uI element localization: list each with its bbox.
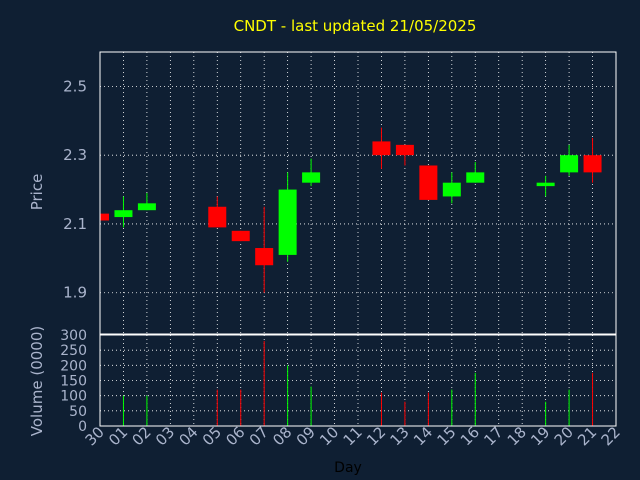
price-tick-label: 1.9 (63, 284, 87, 302)
candle-body (231, 230, 250, 242)
volume-tick-label: 250 (60, 343, 87, 359)
price-tick-label: 2.3 (63, 146, 87, 164)
candle-body (208, 206, 227, 228)
candle-body (302, 172, 321, 183)
candle-body (100, 213, 109, 221)
candle-body (372, 141, 391, 156)
volume-tick-label: 150 (60, 374, 87, 390)
candle-body (442, 182, 461, 197)
candle-body (137, 203, 156, 211)
volume-panel-frame (99, 334, 617, 427)
volume-axis-label: Volume (0000) (28, 326, 46, 436)
candle-body (583, 155, 602, 173)
candle-body (536, 182, 555, 187)
candle-body (395, 144, 414, 156)
price-tick-label: 2.5 (63, 77, 87, 95)
chart-title: CNDT - last updated 21/05/2025 (234, 17, 477, 35)
price-axis-label: Price (28, 174, 46, 211)
price-panel-frame (99, 51, 617, 335)
price-tick-label: 2.1 (63, 215, 87, 233)
volume-tick-label: 300 (60, 328, 87, 344)
candle-body (419, 165, 438, 200)
candle-body (255, 248, 274, 266)
x-axis: 3001020304050607080910111213141516171819… (82, 423, 624, 449)
x-axis-label: Day (334, 460, 362, 476)
volume-tick-label: 100 (60, 389, 87, 405)
candle-body (560, 155, 579, 173)
volume-tick-label: 200 (60, 358, 87, 374)
price-panel: 1.9 2.1 2.3 2.5 (63, 51, 617, 335)
candle-body (466, 172, 485, 183)
volume-tick-label: 50 (69, 404, 87, 420)
volume-tick-label: 0 (78, 419, 87, 435)
candle-body (114, 210, 133, 218)
candle-body (278, 189, 297, 255)
